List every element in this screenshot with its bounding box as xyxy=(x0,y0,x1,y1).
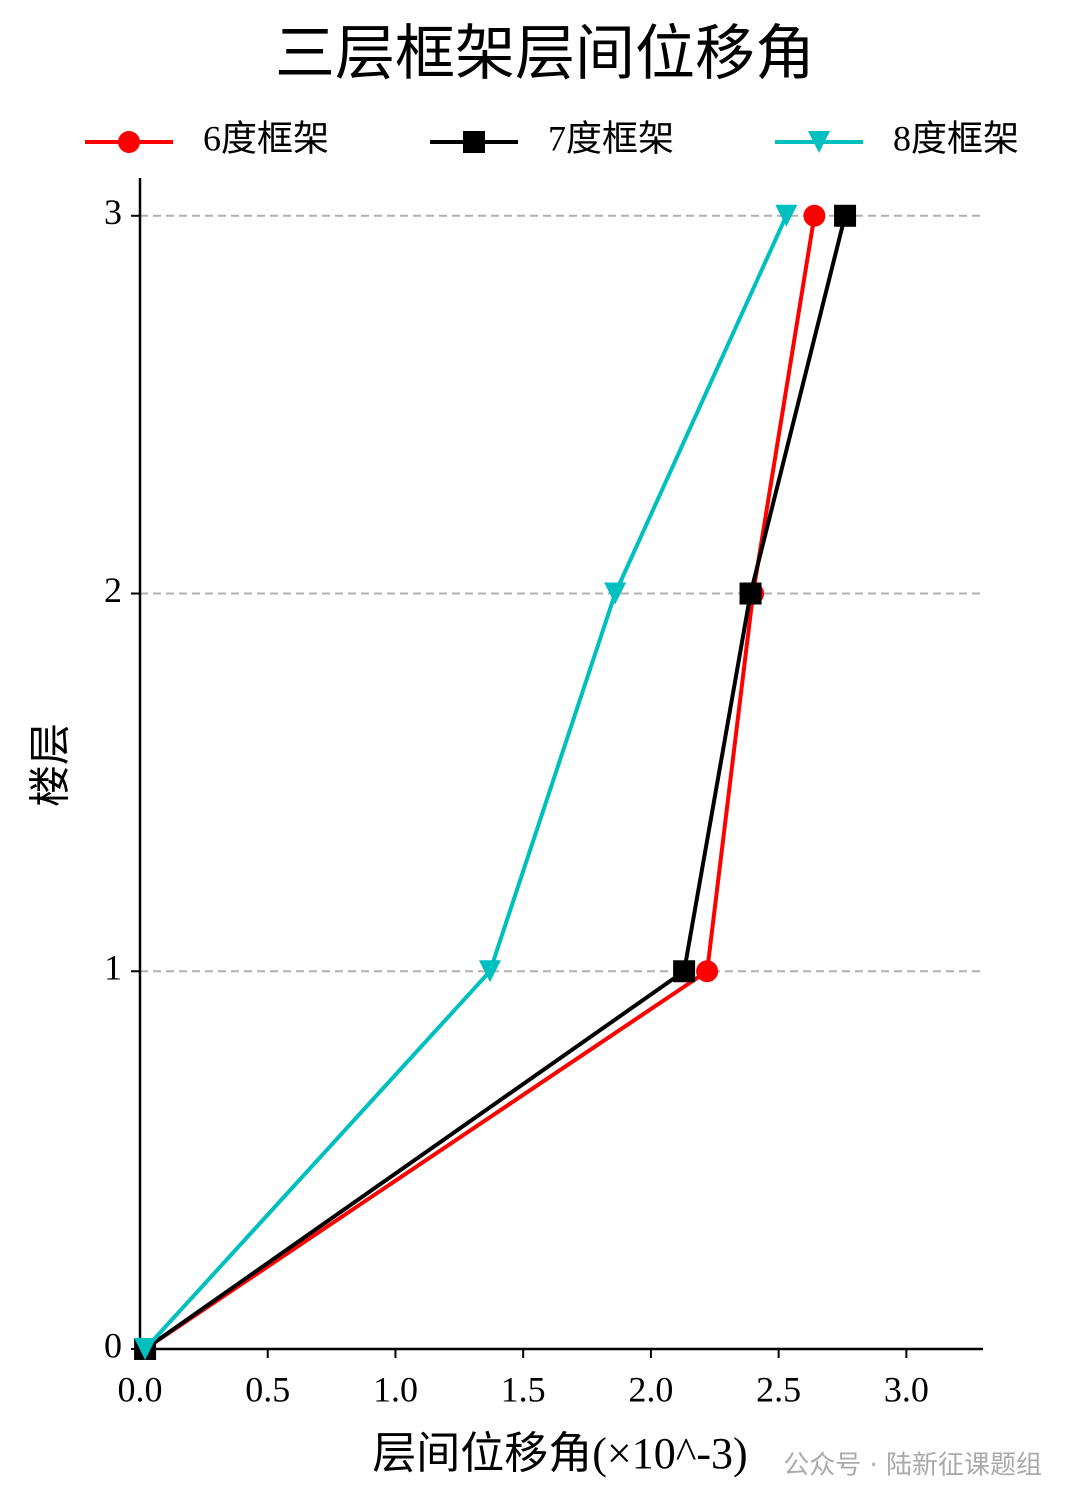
legend-label: 6度框架 xyxy=(203,118,329,158)
x-tick-label: 1.5 xyxy=(501,1369,546,1409)
x-tick-label: 0.0 xyxy=(118,1369,163,1409)
marker xyxy=(696,960,719,983)
marker xyxy=(808,131,830,153)
marker xyxy=(673,960,696,983)
y-axis-label: 楼层 xyxy=(29,723,75,807)
legend-label: 8度框架 xyxy=(893,118,1019,158)
series-line xyxy=(143,214,789,1351)
marker xyxy=(834,204,857,227)
y-tick-label: 1 xyxy=(104,948,122,988)
y-tick-label: 2 xyxy=(104,570,122,610)
watermark: 公众号 · 陆新征课题组 xyxy=(783,1451,1042,1481)
series-line xyxy=(143,215,847,1351)
x-tick-label: 2.5 xyxy=(756,1369,801,1409)
marker xyxy=(463,131,485,153)
legend-label: 7度框架 xyxy=(548,118,674,158)
marker xyxy=(604,582,627,605)
chart-title: 三层框架层间位移角 xyxy=(275,21,815,87)
marker xyxy=(134,1338,157,1360)
marker xyxy=(775,204,798,227)
x-tick-label: 0.5 xyxy=(245,1369,290,1409)
x-tick-label: 3.0 xyxy=(884,1369,929,1409)
marker xyxy=(739,582,762,605)
marker xyxy=(803,204,826,227)
x-tick-label: 2.0 xyxy=(628,1369,673,1409)
marker xyxy=(118,131,140,153)
x-axis-label: 层间位移角(×10^-3) xyxy=(372,1429,747,1478)
marker xyxy=(478,960,501,983)
series-line xyxy=(143,215,817,1351)
x-tick-label: 1.0 xyxy=(373,1369,418,1409)
y-tick-label: 3 xyxy=(104,192,122,232)
y-tick-label: 0 xyxy=(104,1325,122,1365)
